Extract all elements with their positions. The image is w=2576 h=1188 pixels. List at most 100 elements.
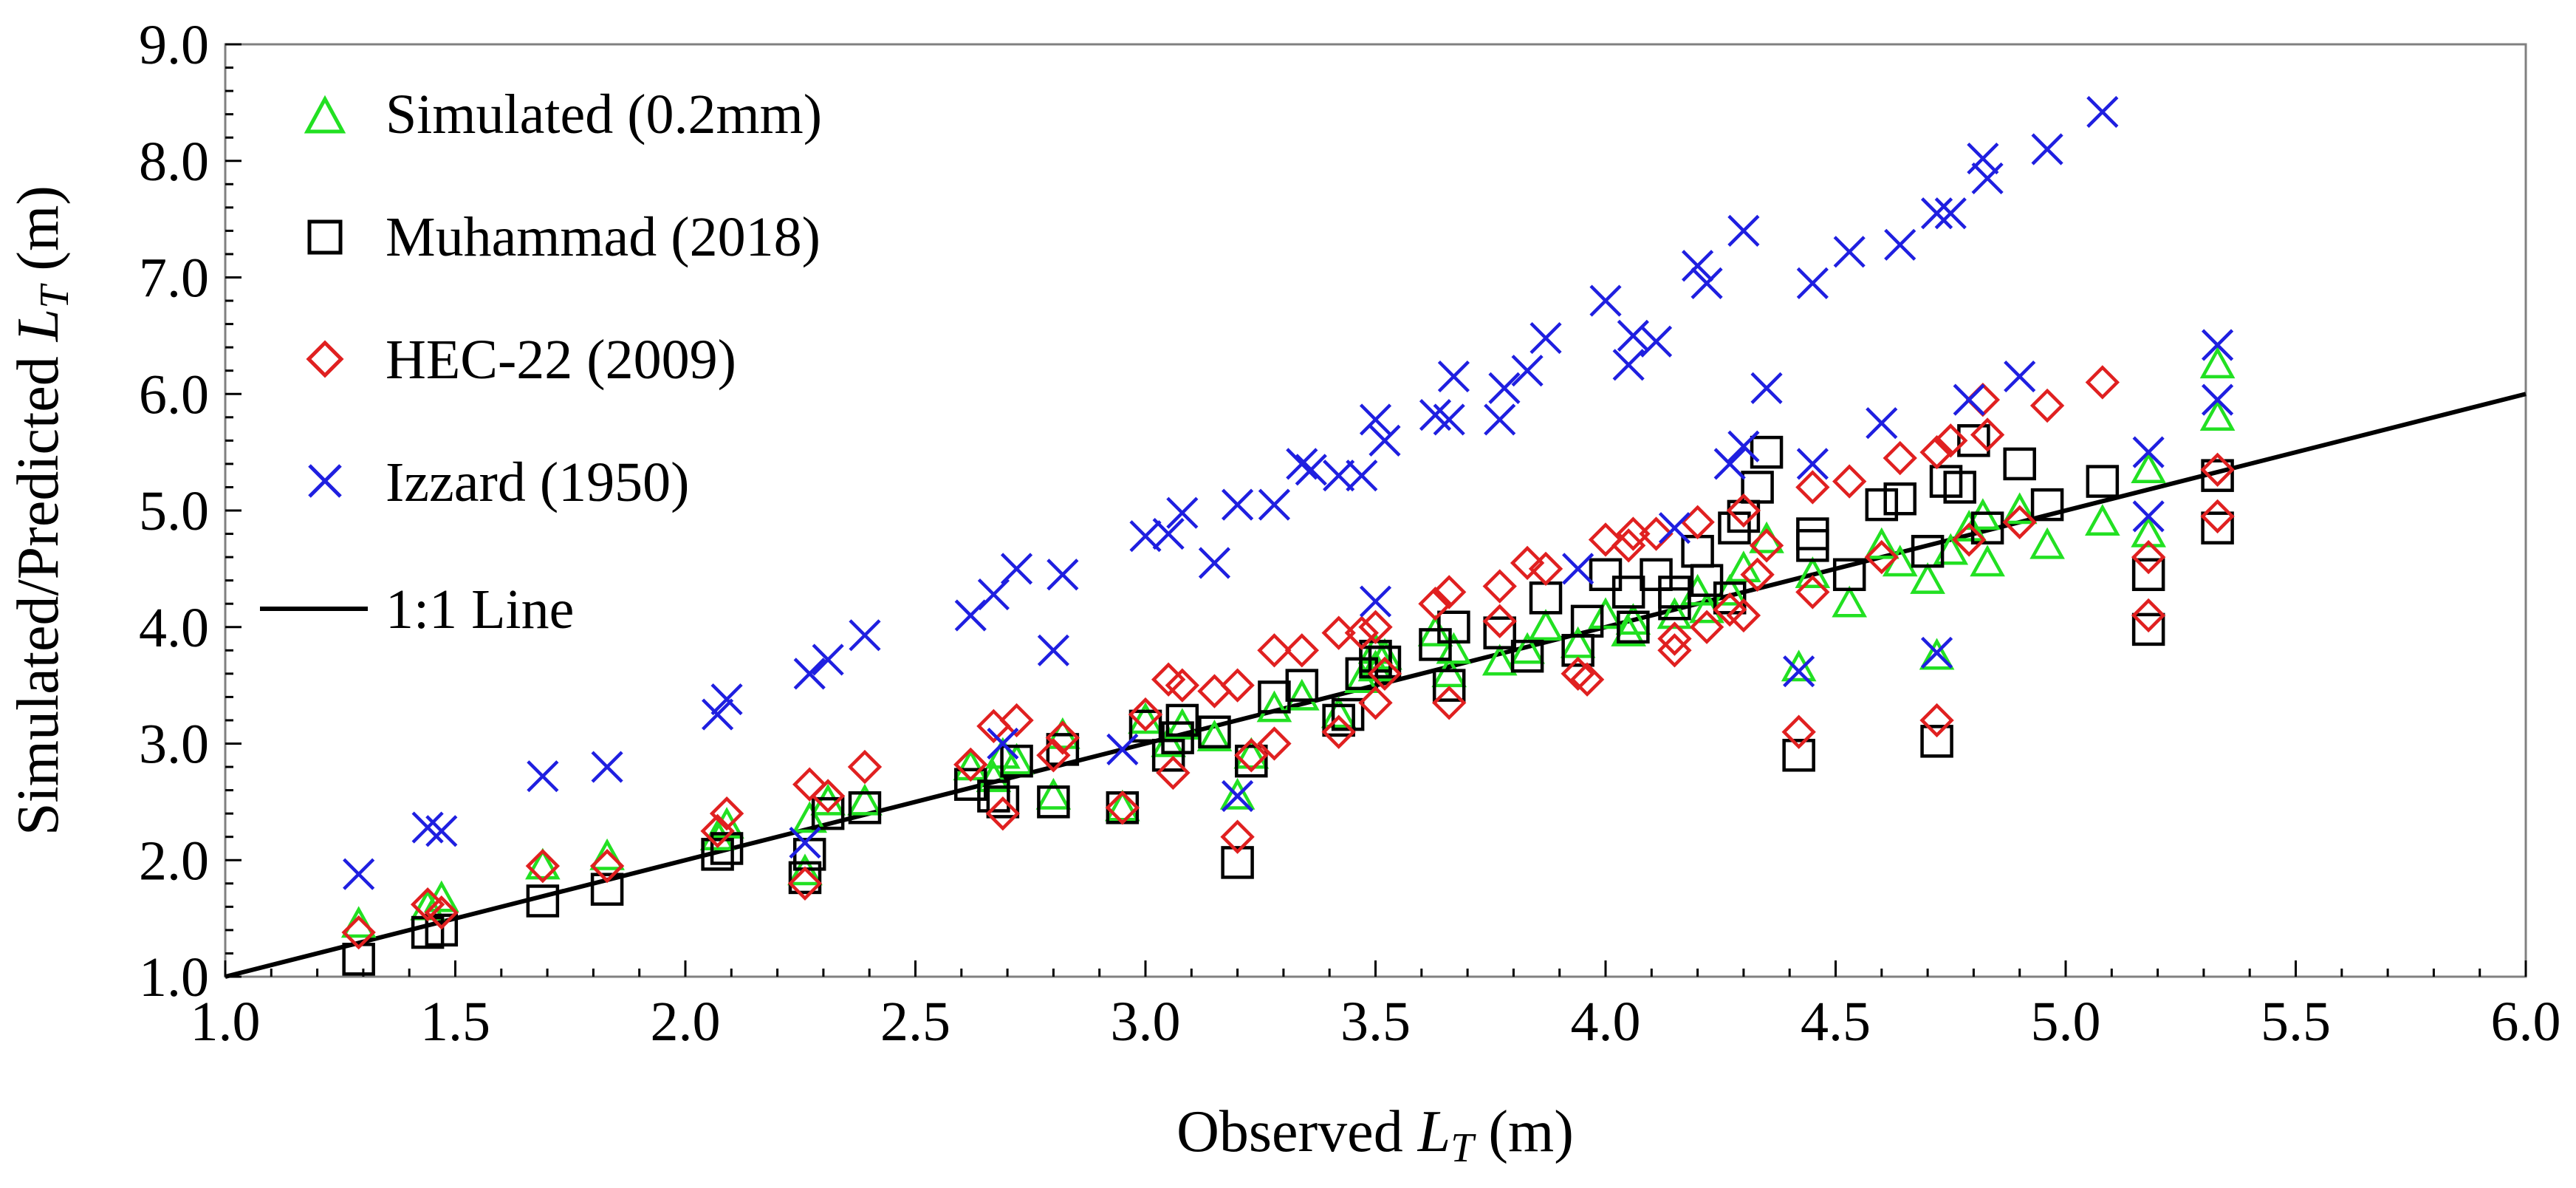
triangle-point (1128, 702, 1163, 734)
diamond-point (1105, 791, 1140, 825)
legend-item-muhammad: Muhammad (2018) (307, 206, 821, 268)
cross-point (849, 619, 881, 652)
diamond-point (1165, 668, 1200, 703)
diamond-point (1689, 610, 1724, 644)
triangle-point (1196, 719, 1233, 751)
triangle-point (1970, 544, 2005, 577)
x-tick-label: 6.0 (2491, 991, 2561, 1053)
cross-point (1884, 228, 1916, 261)
diamond-point (1257, 726, 1292, 761)
cross-point (1690, 267, 1723, 299)
square-point (1221, 846, 1254, 879)
diamond-point (1418, 587, 1453, 621)
triangle-point (2131, 515, 2166, 547)
diamond-point (1128, 697, 1163, 732)
square-point (811, 796, 845, 830)
square-point (1865, 488, 1899, 522)
triangle-point (340, 906, 377, 938)
diamond-point (709, 796, 744, 831)
square-point (954, 768, 987, 801)
square-point (701, 838, 734, 871)
diamond-point (341, 915, 376, 950)
cross-point (1222, 488, 1254, 521)
cross-point (527, 760, 559, 793)
series-cross (343, 95, 2234, 890)
square-point (1617, 610, 1650, 644)
diamond-point (1616, 516, 1651, 551)
legend-cross-marker (308, 464, 342, 498)
series-diamond (341, 365, 2235, 950)
cross-point (1682, 250, 1714, 282)
cross-point (1833, 236, 1866, 268)
cross-point (1258, 488, 1291, 521)
triangle-point (1219, 777, 1256, 810)
triangle-point (2199, 346, 2236, 379)
triangle-point (2001, 492, 2038, 525)
square-point (2003, 447, 2036, 481)
diamond-point (1220, 668, 1255, 703)
triangle-point (847, 783, 883, 816)
triangle-point (1781, 649, 1817, 682)
y-tick-label: 5.0 (139, 480, 209, 542)
diamond-point (2200, 452, 2235, 487)
diamond-point (1528, 551, 1563, 587)
square-point (1285, 669, 1319, 702)
square-point (1046, 733, 1080, 766)
diamond-point (999, 703, 1034, 738)
square-point (2201, 511, 2234, 544)
y-axis-title-subscript: T (32, 283, 78, 309)
triangle-point (953, 748, 989, 781)
cross-point (1640, 325, 1673, 358)
triangle-point (1367, 638, 1402, 670)
diamond-point (1344, 615, 1379, 650)
cross-point (1433, 403, 1465, 436)
diamond-point (2029, 388, 2065, 423)
x-tick-label: 4.0 (1571, 991, 1641, 1053)
cross-point (1488, 372, 1521, 404)
y-axis-title: Simulated/Predicted LT (m) (6, 185, 78, 836)
cross-point (1323, 460, 1355, 492)
legend-diamond-marker (306, 340, 344, 378)
square-point (1658, 576, 1691, 609)
cross-point (1617, 319, 1649, 352)
cross-point (812, 644, 844, 676)
cross-point (2201, 329, 2234, 361)
square-point (1796, 517, 1829, 550)
y-tick-label: 8.0 (139, 131, 209, 193)
x-tick-label: 4.5 (1801, 991, 1871, 1053)
diamond-point (1749, 528, 1784, 563)
diamond-point (1151, 662, 1186, 697)
legend-label-muhammad: Muhammad (2018) (386, 206, 821, 268)
cross-point (411, 811, 444, 844)
legend-item-izzard: Izzard (1950) (308, 451, 689, 513)
cross-point (1920, 636, 1953, 669)
cross-point (1727, 430, 1760, 462)
cross-point (1359, 403, 1392, 436)
y-tick-labels: 1.0 2.0 3.0 4.0 5.0 6.0 7.0 8.0 9.0 (139, 14, 209, 1008)
cross-point (591, 751, 623, 783)
diamond-point (1220, 819, 1255, 854)
diamond-point (1561, 656, 1595, 692)
diamond-point (1726, 493, 1761, 528)
triangle-point (1795, 556, 1831, 589)
y-axis-title-symbol: L (6, 309, 71, 343)
data-points (340, 95, 2236, 976)
square-point (526, 884, 560, 918)
triangle-point (1910, 562, 1945, 594)
cross-point (1106, 733, 1139, 765)
diamond-point (2131, 539, 2166, 575)
cross-point (1166, 496, 1199, 529)
square-point (710, 832, 744, 865)
square-point (1437, 610, 1470, 644)
square-point (1000, 744, 1033, 778)
diamond-point (1781, 714, 1816, 749)
legend-item-hec22: HEC-22 (2009) (306, 329, 736, 391)
cross-point (1198, 547, 1231, 579)
cross-point (1368, 424, 1401, 457)
cross-point (2086, 95, 2119, 129)
cross-point (702, 698, 734, 731)
diamond-point (1358, 610, 1393, 644)
square-point (1198, 715, 1231, 748)
diamond-point (1657, 621, 1692, 656)
